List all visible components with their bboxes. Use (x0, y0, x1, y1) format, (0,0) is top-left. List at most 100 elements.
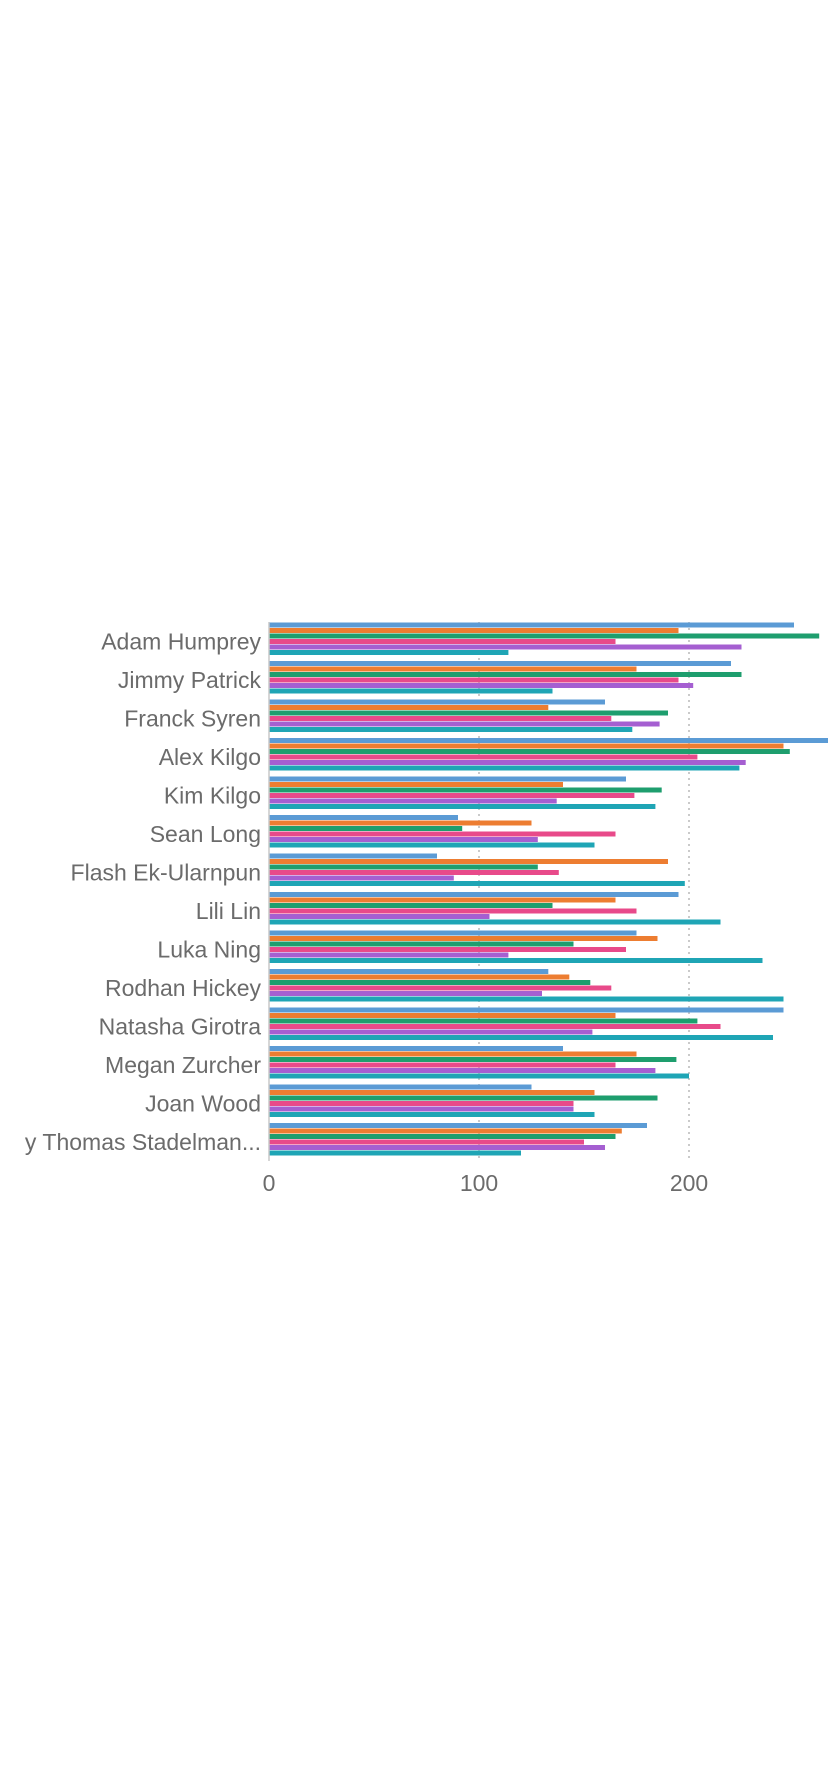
bar-9-series-0 (269, 969, 549, 974)
bar-5-series-2 (269, 826, 463, 831)
bar-4-series-2 (269, 787, 662, 793)
bar-11-series-1 (269, 1051, 637, 1057)
category-label-5: Sean Long (150, 821, 261, 847)
category-label-2: Franck Syren (124, 705, 261, 731)
bar-5-series-1 (269, 820, 532, 826)
bar-7-series-3 (269, 908, 637, 914)
bar-3-series-3 (269, 754, 698, 760)
bar-0-series-2 (269, 633, 820, 639)
category-label-0: Adam Humprey (101, 628, 261, 654)
chart-bars (269, 622, 828, 1156)
bar-7-series-2 (269, 903, 553, 908)
x-axis-ticks: 0 100 200 (263, 1170, 709, 1196)
bar-12-series-4 (269, 1106, 574, 1112)
bar-4-series-0 (269, 776, 626, 782)
bar-8-series-0 (269, 930, 637, 936)
bar-2-series-1 (269, 705, 549, 710)
bar-0-series-4 (269, 644, 742, 650)
bar-8-series-4 (269, 952, 509, 958)
x-tick-label-1: 100 (460, 1170, 498, 1196)
bar-2-series-2 (269, 710, 668, 716)
bar-0-series-0 (269, 622, 794, 628)
bar-12-series-2 (269, 1095, 658, 1101)
bar-3-series-5 (269, 765, 740, 771)
bar-9-series-4 (269, 991, 542, 996)
bar-9-series-5 (269, 996, 784, 1002)
bar-4-series-5 (269, 804, 656, 809)
bar-1-series-4 (269, 683, 694, 688)
category-label-3: Alex Kilgo (159, 744, 261, 770)
bar-11-series-3 (269, 1062, 616, 1068)
bar-2-series-4 (269, 721, 660, 727)
bar-4-series-1 (269, 782, 563, 787)
bar-6-series-0 (269, 853, 437, 859)
bar-13-series-0 (269, 1123, 647, 1128)
bar-6-series-5 (269, 881, 685, 886)
bar-7-series-1 (269, 897, 616, 903)
bar-0-series-1 (269, 628, 679, 633)
bar-5-series-4 (269, 837, 538, 842)
bar-12-series-5 (269, 1112, 595, 1117)
bar-10-series-3 (269, 1024, 721, 1029)
category-label-10: Natasha Girotra (99, 1013, 262, 1039)
bar-13-series-1 (269, 1128, 622, 1134)
category-label-8: Luka Ning (157, 936, 261, 962)
category-label-7: Lili Lin (196, 898, 261, 924)
category-labels: Adam Humprey Jimmy Patrick Franck Syren Ale… (25, 628, 262, 1155)
bar-6-series-4 (269, 875, 454, 881)
bar-2-series-3 (269, 716, 612, 721)
category-label-13: y Thomas Stadelman... (25, 1129, 261, 1155)
bar-9-series-1 (269, 974, 570, 980)
bar-11-series-4 (269, 1068, 656, 1073)
bar-6-series-2 (269, 864, 538, 870)
bar-3-series-2 (269, 749, 790, 754)
bar-10-series-2 (269, 1018, 698, 1024)
bar-7-series-5 (269, 919, 721, 925)
bar-13-series-3 (269, 1139, 584, 1145)
bar-6-series-3 (269, 870, 559, 875)
bar-5-series-3 (269, 831, 616, 837)
bar-9-series-3 (269, 985, 612, 991)
bar-7-series-4 (269, 914, 490, 919)
bar-1-series-3 (269, 677, 679, 683)
bar-3-series-4 (269, 760, 746, 765)
bar-1-series-2 (269, 672, 742, 677)
bar-1-series-1 (269, 666, 637, 672)
bar-3-series-0 (269, 738, 828, 743)
bar-1-series-0 (269, 661, 731, 666)
bar-10-series-0 (269, 1007, 784, 1013)
bar-11-series-5 (269, 1073, 689, 1079)
bar-11-series-2 (269, 1057, 677, 1062)
bar-10-series-1 (269, 1013, 616, 1018)
bar-0-series-3 (269, 639, 616, 644)
bar-7-series-0 (269, 892, 679, 897)
bar-12-series-1 (269, 1090, 595, 1095)
x-tick-label-2: 200 (670, 1170, 708, 1196)
bar-10-series-5 (269, 1035, 773, 1040)
bar-2-series-5 (269, 727, 633, 732)
bar-9-series-2 (269, 980, 591, 985)
category-label-12: Joan Wood (145, 1090, 261, 1116)
bar-3-series-1 (269, 743, 784, 749)
bar-0-series-5 (269, 650, 509, 655)
category-label-11: Megan Zurcher (105, 1052, 261, 1078)
x-tick-label-0: 0 (263, 1170, 276, 1196)
bar-8-series-1 (269, 936, 658, 941)
bar-4-series-4 (269, 798, 557, 804)
bar-12-series-0 (269, 1084, 532, 1090)
bar-1-series-5 (269, 688, 553, 694)
bar-10-series-4 (269, 1029, 593, 1035)
bar-13-series-4 (269, 1145, 605, 1150)
bar-2-series-0 (269, 699, 605, 705)
bar-13-series-5 (269, 1150, 521, 1156)
bar-13-series-2 (269, 1134, 616, 1139)
bar-5-series-5 (269, 842, 595, 848)
bar-5-series-0 (269, 815, 458, 820)
category-label-4: Kim Kilgo (164, 782, 261, 808)
bar-4-series-3 (269, 793, 635, 798)
bar-6-series-1 (269, 859, 668, 864)
bar-8-series-2 (269, 941, 574, 947)
category-label-6: Flash Ek-Ularnpun (71, 859, 261, 885)
bar-8-series-3 (269, 947, 626, 952)
